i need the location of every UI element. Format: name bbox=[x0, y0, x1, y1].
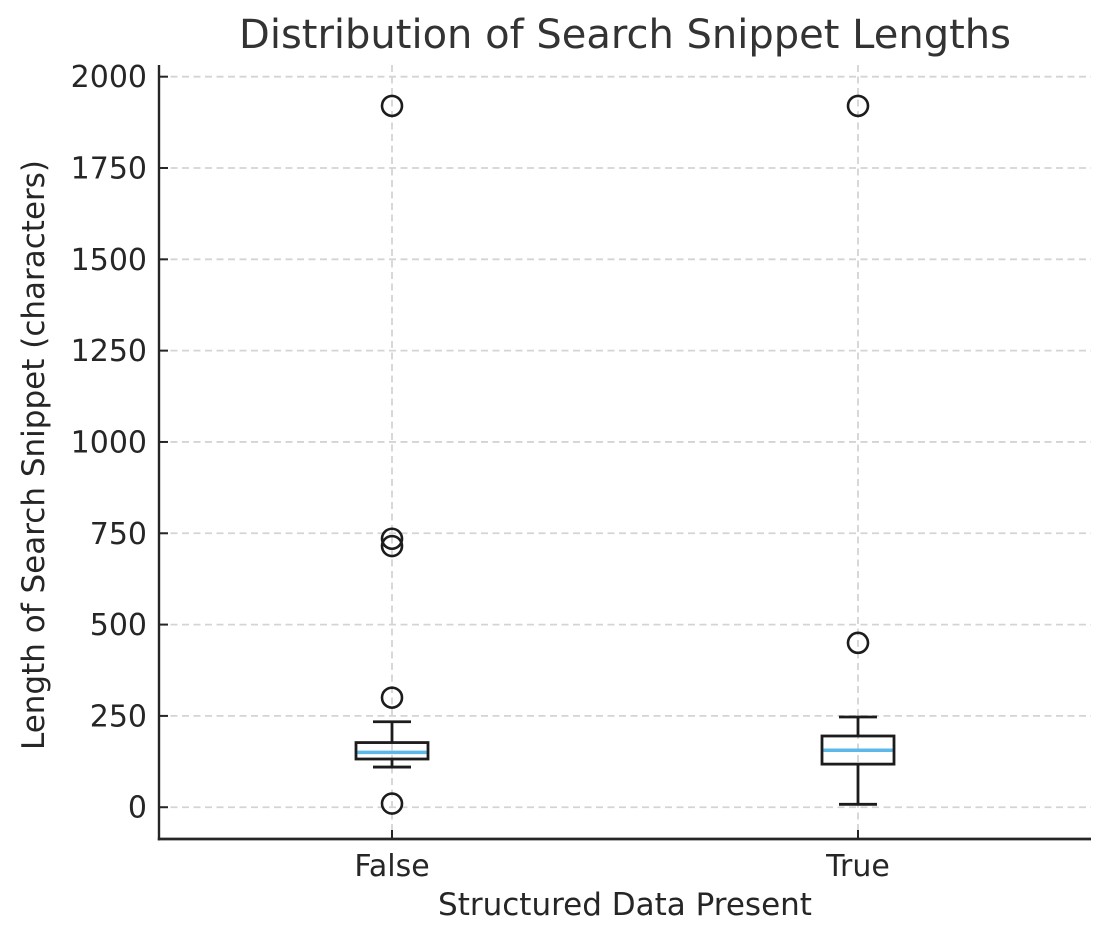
x-axis-label: Structured Data Present bbox=[438, 887, 812, 923]
y-tick-label: 1000 bbox=[71, 425, 147, 460]
outlier-point-true bbox=[846, 94, 870, 118]
outlier-point-false bbox=[380, 527, 404, 551]
outlier-point-false bbox=[380, 792, 404, 815]
y-tick-label: 2000 bbox=[71, 60, 147, 95]
x-tick-label: False bbox=[354, 849, 429, 884]
x-tick-label: True bbox=[825, 849, 890, 884]
box-true bbox=[820, 734, 896, 766]
outlier-point-false bbox=[380, 534, 404, 558]
y-tick-label: 1500 bbox=[71, 243, 147, 278]
outlier-point-false bbox=[380, 686, 404, 709]
y-tick-label: 1250 bbox=[71, 334, 147, 369]
y-tick-label: 500 bbox=[90, 608, 147, 643]
chart-title: Distribution of Search Snippet Lengths bbox=[239, 12, 1011, 58]
y-axis-label: Length of Search Snippet (characters) bbox=[16, 159, 52, 751]
y-tick-label: 1750 bbox=[71, 152, 147, 187]
y-tick-label: 750 bbox=[90, 517, 147, 552]
outlier-point-true bbox=[846, 631, 870, 655]
box-false bbox=[354, 741, 430, 761]
y-tick-label: 0 bbox=[128, 791, 147, 826]
outlier-point-false bbox=[380, 94, 404, 118]
y-tick-label: 250 bbox=[90, 699, 147, 734]
